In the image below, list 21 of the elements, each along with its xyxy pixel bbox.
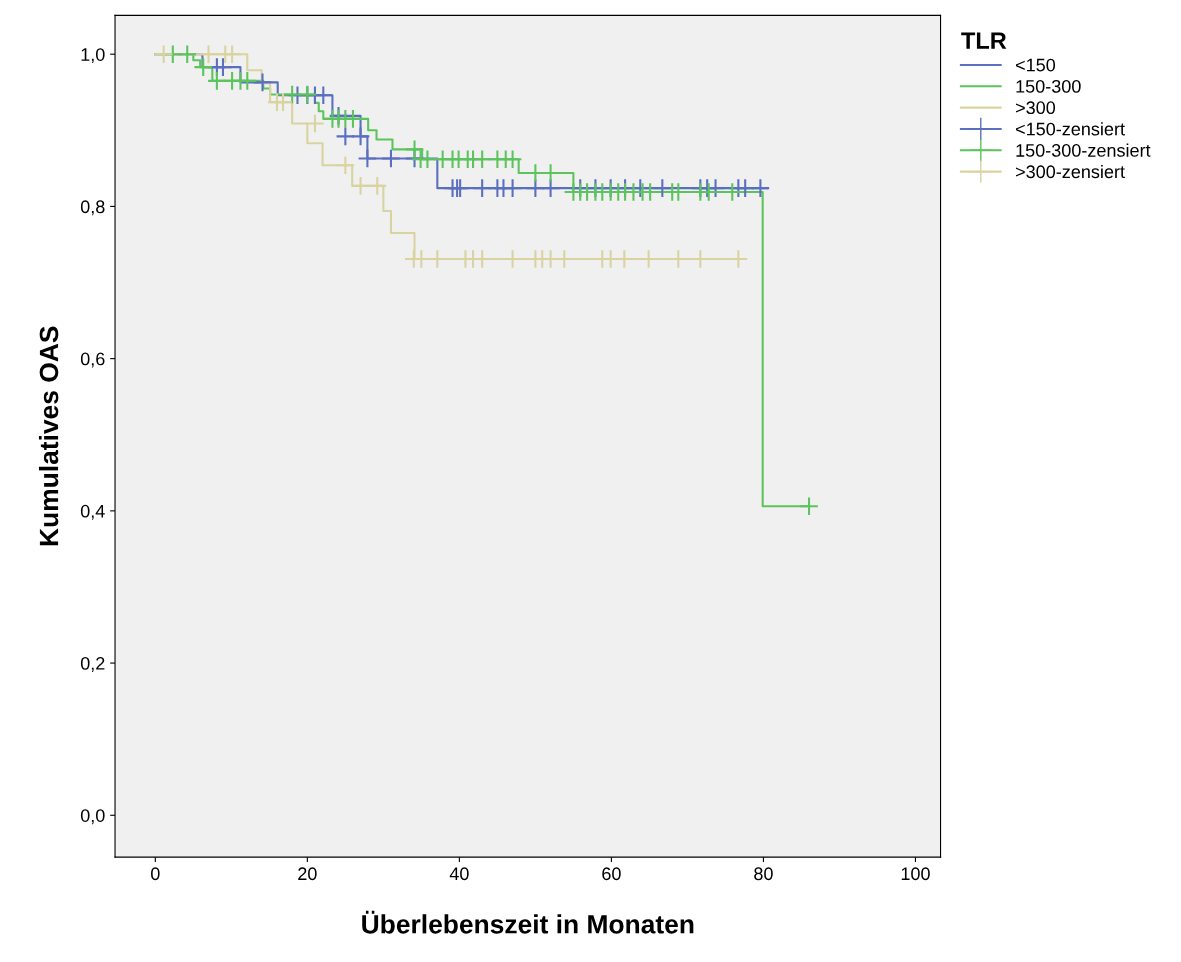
x-tick-label: 40 [449,867,469,881]
x-tick-label: 0 [151,867,160,881]
x-tick-label: 100 [901,867,930,881]
y-axis-title: Kumulatives OAS [38,326,59,546]
legend-label: <150-zensiert [1015,122,1125,136]
x-tick-label: 20 [298,867,317,881]
x-axis-title: Überlebenszeit in Monaten [362,910,694,934]
legend-title: TLR [961,32,1007,49]
x-tick-label: 80 [754,867,773,881]
y-tick-label: 0,4 [80,504,105,520]
y-tick-label: 0,0 [80,809,105,825]
legend-label: 150-300 [1016,79,1081,93]
y-tick-label: 0,6 [80,352,105,368]
legend-label: >300-zensiert [1015,164,1125,179]
y-tick-label: 0,2 [80,657,105,672]
y-tick-label: 1,0 [81,48,105,64]
legend-label: >300 [1015,101,1056,115]
legend-label: <150 [1015,58,1056,72]
x-tick-label: 60 [602,867,621,881]
legend-label: 150-300-zensiert [1016,143,1151,157]
y-tick-label: 0,8 [80,200,105,216]
